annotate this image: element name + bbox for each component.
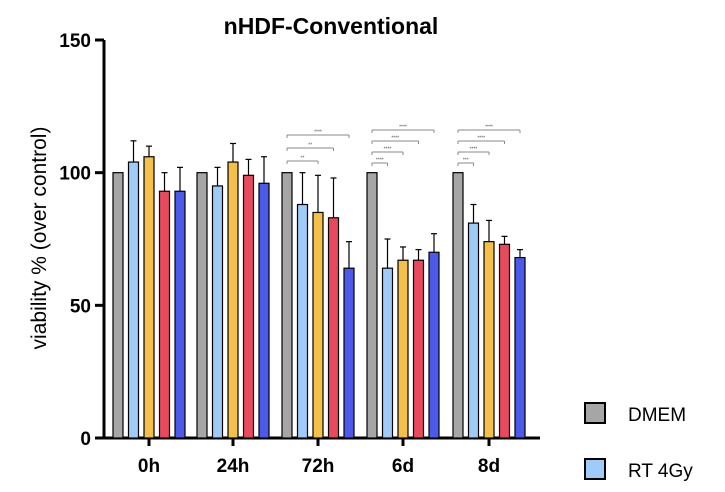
significance-brackets: *************************************** <box>286 125 521 166</box>
y-tick-label: 150 <box>59 31 91 52</box>
bar <box>112 172 124 439</box>
bar <box>483 241 495 439</box>
legend-swatch <box>584 402 606 424</box>
bar <box>211 185 224 439</box>
y-axis-label: viability % (over control) <box>28 127 51 350</box>
bar <box>242 174 255 439</box>
bar <box>467 222 480 439</box>
sig-label: **** <box>399 125 407 131</box>
x-tick-label: 24h <box>217 456 250 477</box>
bar <box>412 259 425 439</box>
sig-label: **** <box>477 136 485 142</box>
bar <box>327 217 340 439</box>
bar <box>143 156 155 439</box>
bar <box>428 251 440 439</box>
bar <box>196 172 208 439</box>
bar <box>312 211 324 439</box>
legend-swatch <box>584 458 606 480</box>
x-tick-label: 8d <box>478 456 500 477</box>
bar <box>174 190 186 439</box>
legend-label: DMEM <box>628 405 686 426</box>
sig-label: ** <box>301 156 305 162</box>
sig-label: **** <box>384 147 392 153</box>
bars <box>112 140 526 439</box>
bar <box>296 203 309 439</box>
bar <box>381 267 394 439</box>
bar <box>343 267 355 439</box>
legend-label: RT 4Gy <box>628 461 693 482</box>
bar <box>281 172 293 439</box>
bar <box>498 243 511 439</box>
bar <box>127 161 140 439</box>
bar <box>366 172 378 439</box>
bar <box>258 182 270 439</box>
sig-label: **** <box>314 130 322 136</box>
x-axis: 0h 24h 72h 6d 8d <box>103 436 540 477</box>
sig-label: **** <box>391 136 399 142</box>
y-tick-label: 50 <box>70 296 91 317</box>
legend: DMEM RT 4Gy <box>584 402 693 482</box>
y-axis: 0 50 100 150 <box>59 31 106 450</box>
bar <box>397 259 409 439</box>
sig-label: **** <box>376 158 384 164</box>
x-tick-label: 6d <box>392 456 414 477</box>
sig-label: **** <box>485 125 493 131</box>
bar <box>514 256 526 439</box>
sig-label: *** <box>463 158 469 164</box>
x-tick-label: 0h <box>138 456 160 477</box>
y-tick-label: 100 <box>59 164 91 185</box>
sig-label: ** <box>308 143 312 149</box>
bar <box>158 190 171 439</box>
chart-title: nHDF-Conventional <box>224 13 439 39</box>
sig-label: **** <box>470 147 478 153</box>
x-tick-label: 72h <box>302 456 335 477</box>
bar <box>452 172 464 439</box>
y-tick-label: 0 <box>80 429 91 450</box>
bar <box>227 161 239 439</box>
